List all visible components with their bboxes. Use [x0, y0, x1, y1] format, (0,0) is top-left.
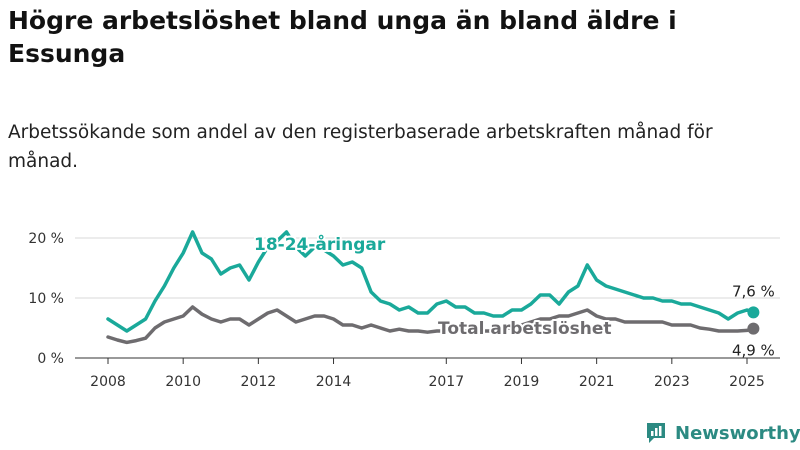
- y-tick-label: 20 %: [28, 231, 64, 247]
- y-axis-tick-labels: 0 % 10 % 20 %: [28, 231, 64, 367]
- end-marker-youth: [747, 306, 760, 319]
- series-lines: [106, 230, 756, 345]
- grid-lines: [75, 237, 780, 299]
- x-tick-label: 2010: [165, 374, 201, 390]
- x-tick-label: 2023: [654, 374, 690, 390]
- series-label-youth: 18-24-åringar: [254, 233, 386, 255]
- x-tick-label: 2014: [316, 374, 352, 390]
- x-tick-label: 2017: [428, 374, 464, 390]
- x-tick-label: 2012: [241, 374, 277, 390]
- brand-logo[interactable]: Newsworthy: [645, 420, 800, 446]
- end-label-youth: 7,6 %: [732, 282, 775, 300]
- newsworthy-logo-icon: [647, 423, 665, 443]
- end-marker-total: [747, 322, 760, 335]
- x-tick-label: 2025: [729, 374, 765, 390]
- y-tick-label: 10 %: [28, 291, 64, 307]
- chart-title: Högre arbetslöshet bland unga än bland ä…: [8, 6, 677, 68]
- x-tick-label: 2021: [579, 374, 615, 390]
- series-labels: 7,6 % 4,9 % 18-24-åringar Total arbetslöshe…: [252, 231, 775, 360]
- series-label-total: Total arbetslöshet: [438, 319, 612, 339]
- series-line-total: [106, 305, 756, 345]
- chart-subtitle: Arbetssökande som andel av den registerb…: [8, 122, 713, 172]
- end-label-total: 4,9 %: [732, 342, 775, 360]
- end-markers: [747, 306, 760, 335]
- series-line-youth: [106, 230, 756, 333]
- x-tick-label: 2008: [90, 374, 126, 390]
- y-tick-label: 0 %: [37, 351, 64, 367]
- x-axis: 2008 2010 2012 2014 2017 2019 2021 2023 2025: [75, 357, 780, 390]
- brand-name: Newsworthy: [675, 422, 800, 444]
- x-tick-label: 2019: [504, 374, 540, 390]
